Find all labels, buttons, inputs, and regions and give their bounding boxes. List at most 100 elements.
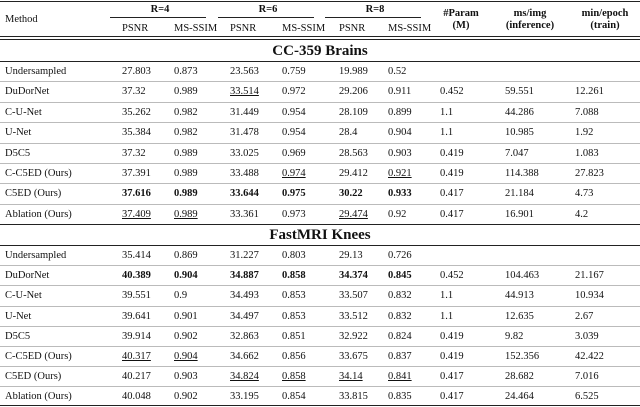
method-name: D5C5 [5, 330, 31, 342]
cell-value: 0.419 [440, 350, 464, 362]
header-cell: #Param [443, 8, 479, 19]
cell-value: 28.682 [505, 370, 534, 382]
cell-value: 0.92 [388, 208, 407, 220]
group-label: R=4 [150, 4, 170, 15]
cell-value: 0.452 [440, 270, 464, 282]
row-divider [0, 81, 640, 82]
cell-value: 59.551 [505, 86, 534, 98]
cell-value: 33.361 [230, 208, 259, 220]
cell-value: 0.835 [388, 390, 412, 402]
cell-value: 31.449 [230, 106, 259, 118]
method-name: C-U-Net [5, 106, 42, 118]
row-divider [0, 204, 640, 205]
method-name: C5ED (Ours) [5, 188, 62, 200]
cell-value: 34.14 [339, 370, 363, 382]
cell-value: 39.914 [122, 330, 151, 342]
cell-value: 24.464 [505, 390, 534, 402]
cell-value: 35.414 [122, 250, 151, 262]
cell-value: 0.904 [388, 127, 412, 139]
cell-value: 0.975 [282, 188, 306, 200]
sub-header: MS-SSIM [388, 23, 432, 34]
group-label: R=6 [258, 4, 278, 15]
cell-value: 1.1 [440, 310, 454, 322]
cell-value: 29.206 [339, 86, 368, 98]
cell-value: 7.047 [505, 147, 529, 159]
cell-value: 4.2 [575, 208, 589, 220]
cell-value: 16.901 [505, 208, 534, 220]
cell-value: 32.863 [230, 330, 259, 342]
sub-header: MS-SSIM [282, 23, 326, 34]
rule [0, 1, 640, 2]
cell-value: 33.488 [230, 168, 259, 179]
cell-value: 33.815 [339, 390, 368, 402]
cell-value: 0.452 [440, 86, 464, 98]
cell-value: 104.463 [505, 270, 540, 282]
cell-value: 1.1 [440, 106, 454, 118]
cell-value: 0.902 [174, 330, 198, 342]
row-divider [0, 346, 640, 347]
header-cell: min/epoch [581, 8, 629, 19]
row-divider [0, 285, 640, 286]
cell-value: 0.856 [282, 350, 306, 362]
cell-value: 0.989 [174, 208, 198, 220]
cell-value: 44.286 [505, 106, 534, 118]
cell-value: 0.982 [174, 106, 198, 118]
cell-value: 35.384 [122, 127, 151, 139]
method-name: U-Net [5, 127, 32, 139]
method-name: C-C5ED (Ours) [5, 350, 72, 362]
rule [218, 17, 314, 18]
cell-value: 0.901 [174, 310, 198, 322]
cell-value: 44.913 [505, 290, 534, 302]
cell-value: 0.419 [440, 147, 464, 159]
cell-value: 34.374 [339, 270, 368, 282]
cell-value: 0.954 [282, 127, 306, 139]
cell-value: 0.989 [174, 147, 198, 159]
section-title: FastMRI Knees [269, 227, 371, 244]
group-label: R=8 [365, 4, 385, 15]
rule [0, 245, 640, 247]
sub-header: PSNR [339, 23, 366, 34]
cell-value: 34.493 [230, 290, 259, 302]
method-name: Ablation (Ours) [5, 390, 72, 402]
row-divider [0, 143, 640, 144]
cell-value: 40.217 [122, 370, 151, 382]
sub-header: PSNR [122, 23, 149, 34]
method-name: DuDorNet [5, 86, 50, 98]
cell-value: 0.972 [282, 86, 306, 98]
cell-value: 33.507 [339, 290, 368, 302]
cell-value: 29.474 [339, 208, 368, 220]
cell-value: 0.832 [388, 290, 412, 302]
cell-value: 23.563 [230, 66, 259, 77]
cell-value: 0.989 [174, 86, 198, 98]
cell-value: 0.911 [388, 86, 412, 98]
cell-value: 33.195 [230, 390, 259, 402]
cell-value: 0.9 [174, 290, 188, 302]
cell-value: 0.858 [282, 370, 306, 382]
cell-value: 0.903 [174, 370, 198, 382]
cell-value: 35.262 [122, 106, 151, 118]
cell-value: 34.824 [230, 370, 259, 382]
cell-value: 34.662 [230, 350, 259, 362]
cell-value: 10.985 [505, 127, 534, 139]
cell-value: 0.899 [388, 106, 412, 118]
cell-value: 0.903 [388, 147, 412, 159]
cell-value: 0.904 [174, 270, 198, 282]
cell-value: 0.973 [282, 208, 306, 220]
row-divider [0, 326, 640, 327]
rule [325, 17, 421, 18]
cell-value: 0.417 [440, 390, 464, 402]
cell-value: 0.869 [174, 250, 198, 262]
cell-value: 33.025 [230, 147, 259, 159]
cell-value: 0.417 [440, 208, 464, 220]
header-cell: (M) [452, 20, 470, 31]
cell-value: 0.933 [388, 188, 412, 200]
cell-value: 39.641 [122, 310, 151, 322]
cell-value: 152.356 [505, 350, 540, 362]
cell-value: 12.635 [505, 310, 534, 322]
cell-value: 33.514 [230, 86, 259, 98]
method-name: Ablation (Ours) [5, 208, 72, 220]
cell-value: 0.974 [282, 168, 306, 179]
cell-value: 4.73 [575, 188, 594, 200]
cell-value: 28.109 [339, 106, 368, 118]
